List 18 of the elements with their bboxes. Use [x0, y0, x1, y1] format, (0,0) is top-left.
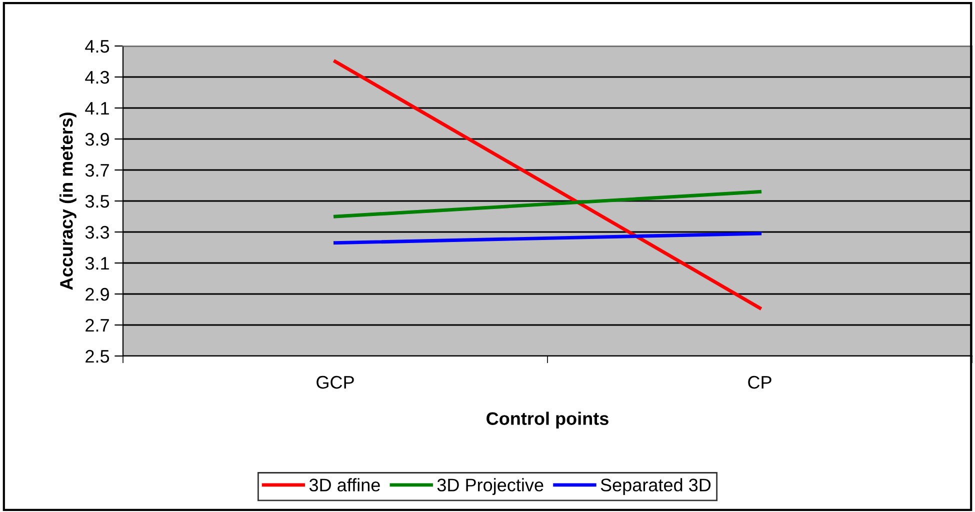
y-tick-label: 3.7	[85, 164, 109, 177]
y-tick-label: 3.1	[85, 256, 109, 270]
y-tick-label: 3.3	[85, 226, 110, 239]
legend-label: Separated 3D	[600, 478, 711, 495]
x-axis-title: Control points	[486, 412, 608, 429]
legend-label: 3D affine	[309, 478, 380, 492]
y-tick-label: 2.5	[86, 350, 110, 363]
x-tick-label: CP	[748, 376, 772, 389]
y-tick-label: 2.9	[86, 288, 109, 301]
x-tick-label: GCP	[316, 376, 354, 389]
y-tick-label: 3.5	[85, 194, 110, 208]
legend-label: 3D Projective	[437, 478, 544, 495]
y-tick-label: 3.9	[85, 132, 109, 146]
y-axis-title: Accuracy (in meters)	[60, 112, 76, 290]
y-tick-label: 4.3	[85, 70, 110, 84]
y-tick-label: 4.1	[85, 102, 109, 115]
y-tick-label: 4.5	[85, 40, 110, 53]
y-tick-label: 2.7	[86, 318, 109, 332]
